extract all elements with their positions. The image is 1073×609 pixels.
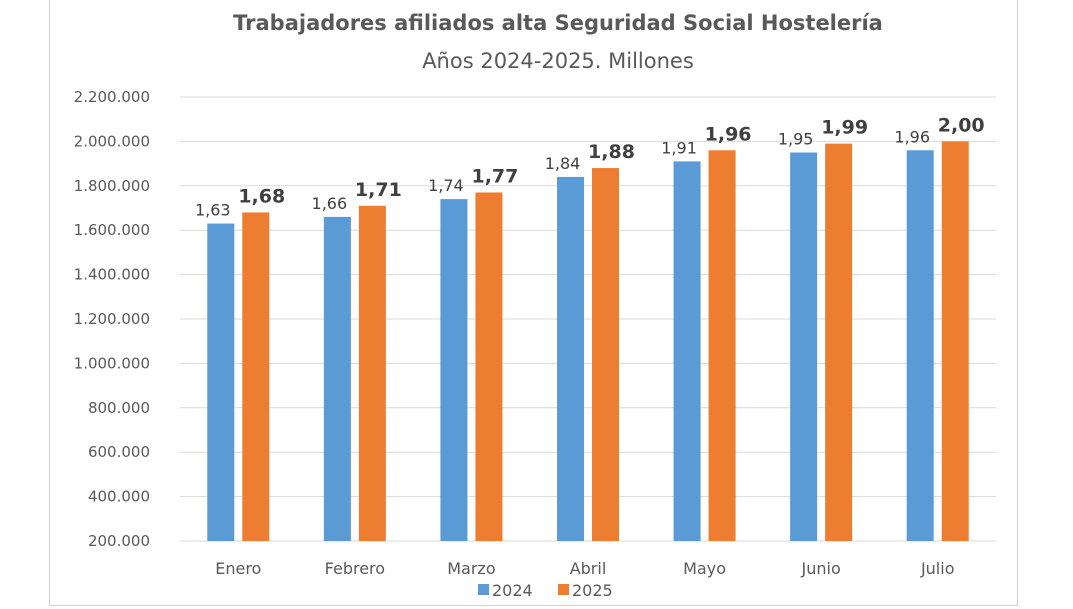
x-tick-label: Mayo	[683, 559, 726, 578]
bar-2024	[440, 199, 468, 541]
y-tick-label: 1.200.000	[74, 310, 150, 328]
y-tick-label: 1.600.000	[74, 221, 150, 239]
y-tick-label: 200.000	[88, 532, 150, 550]
bar-2025	[825, 143, 853, 541]
bar-2025	[358, 205, 386, 541]
y-tick-label: 2.200.000	[74, 88, 150, 106]
data-label-2025: 1,99	[821, 117, 868, 139]
data-label-2024: 1,63	[195, 201, 231, 220]
bar-2025	[708, 150, 736, 541]
legend-swatch-2025	[558, 584, 569, 595]
legend-swatch-2024	[478, 584, 489, 595]
data-label-2024: 1,84	[545, 154, 581, 173]
bar-2024	[790, 152, 818, 541]
bar-2025	[475, 192, 503, 541]
data-label-2024: 1,95	[778, 130, 814, 149]
y-tick-label: 400.000	[88, 488, 150, 506]
data-label-2025: 1,96	[705, 123, 752, 145]
x-tick-label: Enero	[215, 559, 261, 578]
chart-title: Trabajadores afiliados alta Seguridad So…	[233, 11, 883, 35]
x-tick-label: Julio	[920, 559, 955, 578]
data-label-2025: 1,71	[355, 179, 402, 201]
data-label-2024: 1,74	[428, 176, 464, 195]
legend-label: 2024	[492, 581, 533, 600]
x-tick-label: Febrero	[325, 559, 385, 578]
data-label-2025: 1,68	[238, 185, 285, 207]
bar-2025	[242, 212, 270, 541]
y-tick-label: 600.000	[88, 443, 150, 461]
data-label-2025: 1,77	[471, 165, 518, 187]
data-label-2025: 2,00	[938, 114, 985, 136]
data-label-2024: 1,96	[894, 127, 930, 146]
bar-2024	[557, 176, 584, 542]
bar-2024	[673, 161, 701, 541]
chart-subtitle: Años 2024-2025. Millones	[422, 49, 694, 73]
y-tick-label: 1.800.000	[74, 177, 150, 195]
data-label-2025: 1,88	[588, 141, 635, 163]
x-tick-label: Abril	[570, 559, 607, 578]
data-label-2024: 1,91	[661, 138, 697, 157]
data-label-2024: 1,66	[312, 194, 348, 213]
x-tick-label: Marzo	[447, 559, 495, 578]
y-tick-label: 800.000	[88, 399, 150, 417]
y-tick-label: 1.000.000	[74, 354, 150, 372]
bar-2024	[207, 223, 235, 542]
bar-2024	[906, 150, 934, 541]
y-tick-label: 1.400.000	[74, 266, 150, 284]
x-tick-label: Junio	[801, 559, 841, 578]
legend-label: 2025	[572, 581, 613, 600]
bar-2025	[941, 141, 969, 541]
bar-2025	[592, 168, 619, 542]
chart-frame	[49, 0, 1018, 606]
bar-2024	[323, 216, 351, 541]
y-tick-label: 2.000.000	[74, 132, 150, 150]
